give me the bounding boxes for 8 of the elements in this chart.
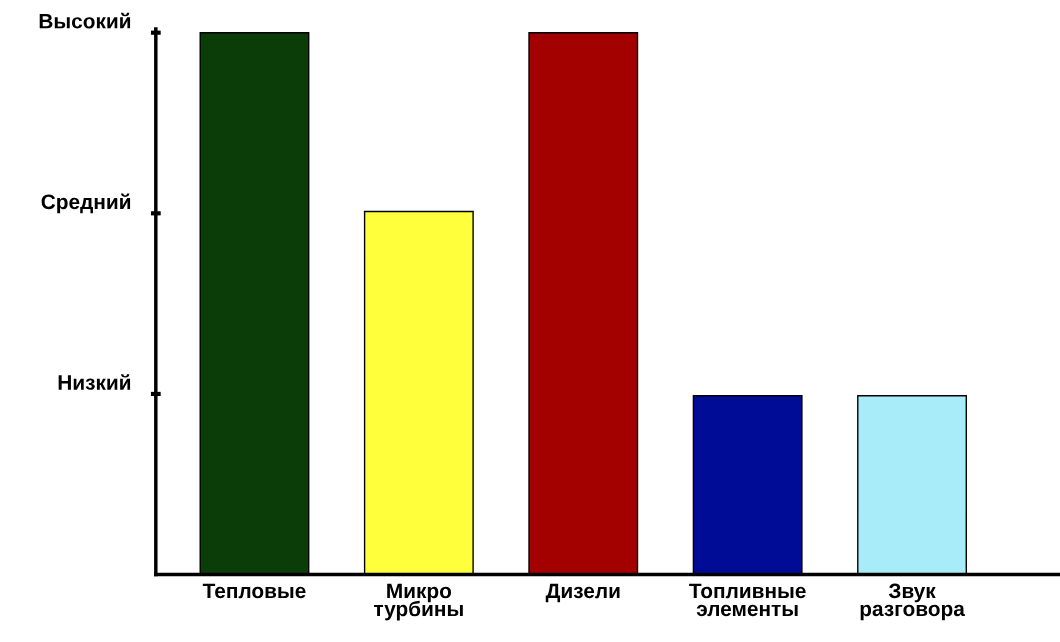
x-tick-label: Звук разговора	[860, 583, 965, 621]
x-tick-label: Микро турбины	[374, 583, 463, 621]
text: Высокий	[39, 12, 131, 29]
text: Средний	[41, 193, 131, 214]
x-tick-label: Дизели	[545, 583, 620, 603]
x-tick-label: Топливные элементы	[689, 583, 806, 617]
x-tick-label: Тепловые	[202, 583, 306, 599]
text: Низкий	[58, 374, 131, 390]
